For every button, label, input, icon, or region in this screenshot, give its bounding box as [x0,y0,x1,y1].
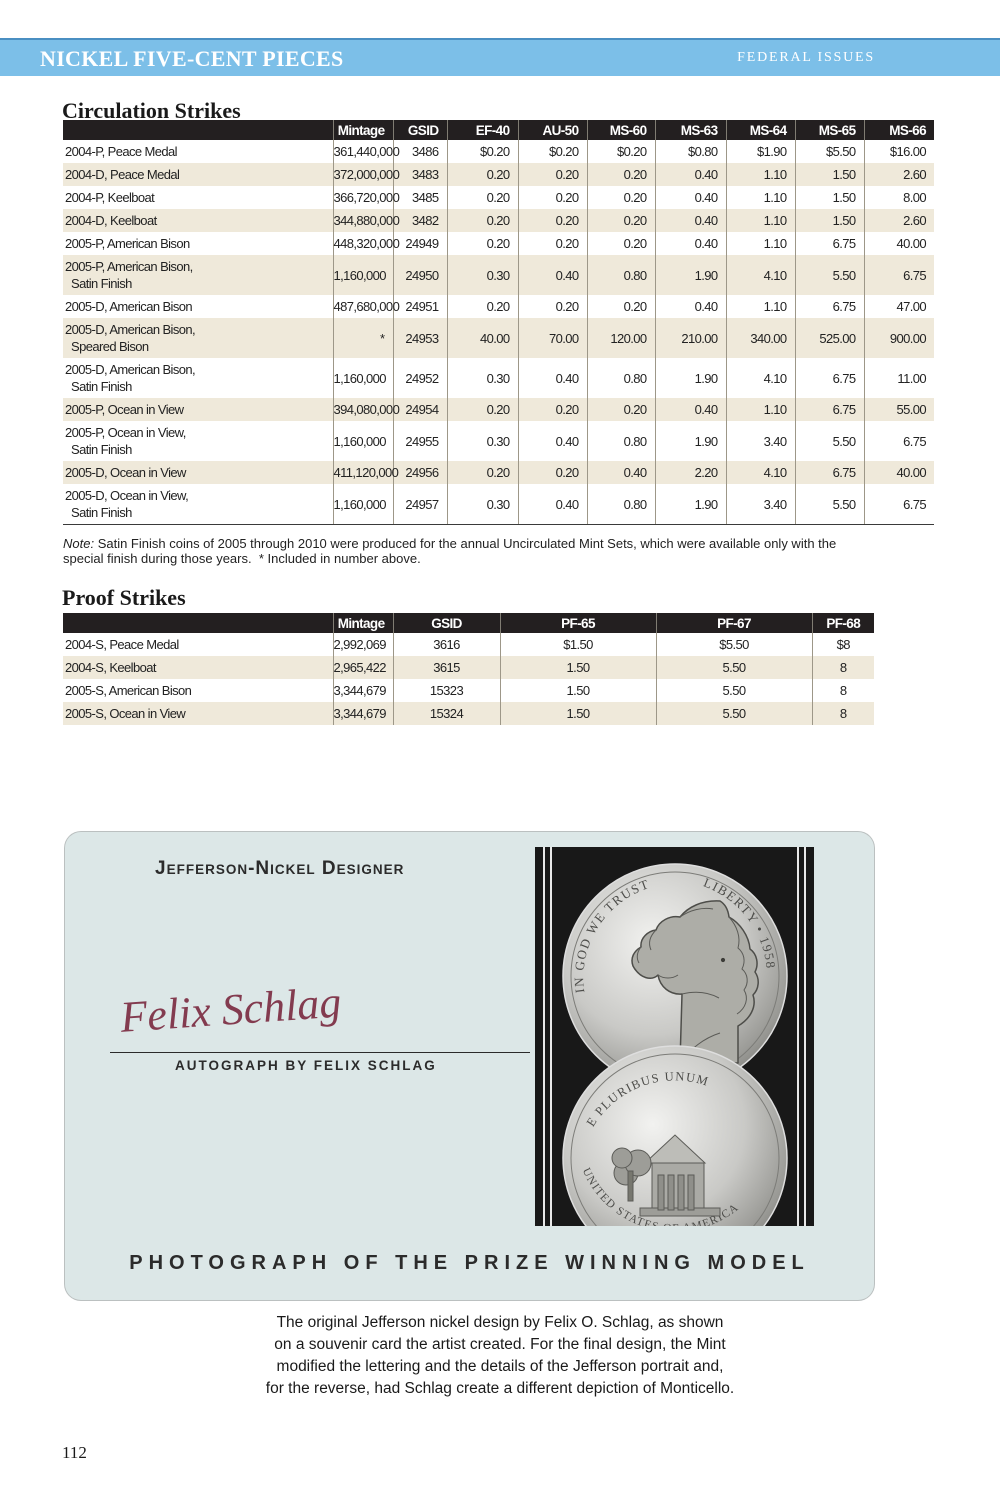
svg-text:FIVE CENTS: FIVE CENTS [642,1225,708,1226]
